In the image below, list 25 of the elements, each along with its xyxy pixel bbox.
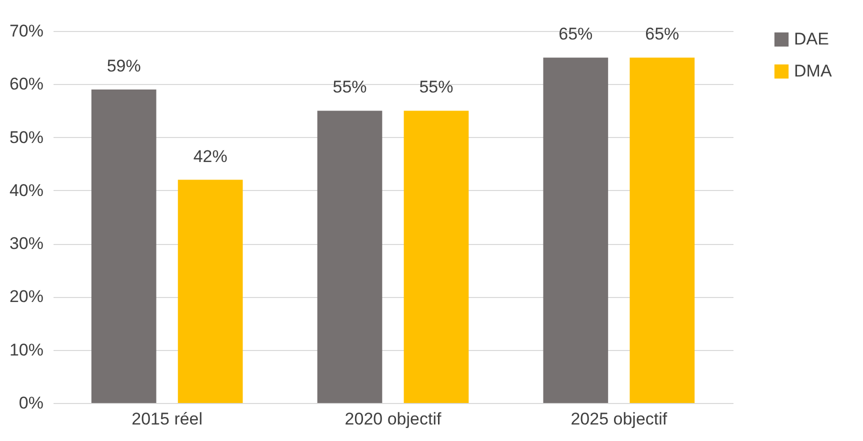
legend-label: DMA — [794, 62, 832, 80]
data-label: 65% — [645, 24, 680, 44]
bar — [178, 180, 243, 403]
y-tick-label: 20% — [9, 287, 44, 306]
x-tick-label: 2020 objectif — [344, 410, 442, 428]
y-tick-label: 50% — [9, 128, 44, 147]
bar — [543, 58, 608, 403]
y-tick-label: 60% — [9, 74, 44, 94]
y-tick-label: 30% — [9, 234, 44, 254]
legend-label: DAE — [794, 30, 829, 48]
data-label: 65% — [558, 24, 593, 44]
data-label: 55% — [332, 78, 367, 97]
data-label: 59% — [106, 56, 141, 76]
bar — [630, 58, 695, 403]
y-tick-label: 0% — [18, 394, 44, 412]
bar — [404, 110, 469, 403]
bar — [91, 89, 156, 403]
data-label: 42% — [193, 146, 228, 166]
y-tick-label: 70% — [9, 22, 44, 40]
y-tick-label: 40% — [9, 180, 44, 200]
bar — [317, 110, 382, 403]
x-tick-label: 2015 réel — [132, 410, 203, 428]
x-tick-label: 2025 objectif — [570, 410, 668, 428]
y-tick-label: 10% — [9, 340, 44, 360]
data-label: 55% — [419, 78, 454, 97]
